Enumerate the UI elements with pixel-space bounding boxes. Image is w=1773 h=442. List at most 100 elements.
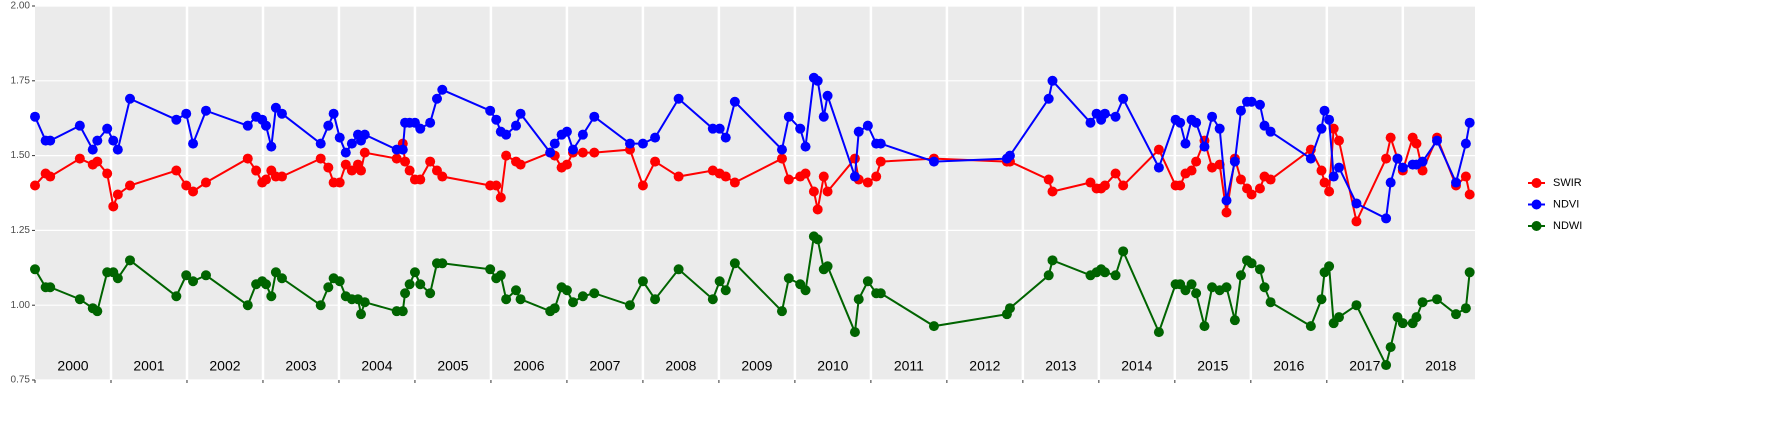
point: [1207, 111, 1218, 122]
point: [102, 123, 113, 134]
point: [1043, 93, 1054, 104]
point: [1432, 135, 1443, 146]
point: [437, 258, 448, 269]
point: [812, 204, 823, 215]
point: [928, 156, 939, 167]
point: [415, 279, 426, 290]
point: [515, 294, 526, 305]
point: [1229, 315, 1240, 326]
point: [1397, 318, 1408, 329]
point: [1191, 288, 1202, 299]
point: [1235, 174, 1246, 185]
point: [1085, 117, 1096, 128]
year-label: 2014: [1121, 358, 1152, 374]
point: [1351, 198, 1362, 209]
point: [673, 264, 684, 275]
point: [849, 171, 860, 182]
point: [1417, 156, 1428, 167]
year-label: 2015: [1197, 358, 1228, 374]
point: [45, 171, 56, 182]
point: [1153, 144, 1164, 155]
point: [495, 270, 506, 281]
point: [188, 276, 199, 287]
point: [515, 159, 526, 170]
point: [74, 153, 85, 164]
year-label: 2003: [285, 358, 316, 374]
year-label: 2009: [741, 358, 772, 374]
point: [1254, 264, 1265, 275]
point: [323, 282, 334, 293]
point: [501, 294, 512, 305]
point: [1316, 294, 1327, 305]
year-label: 2018: [1425, 358, 1456, 374]
point: [637, 180, 648, 191]
point: [188, 186, 199, 197]
point: [359, 297, 370, 308]
point: [1004, 303, 1015, 314]
point: [1099, 267, 1110, 278]
point: [397, 306, 408, 317]
point: [1175, 117, 1186, 128]
point: [1153, 327, 1164, 338]
point: [624, 300, 635, 311]
point: [1186, 279, 1197, 290]
point: [1381, 213, 1392, 224]
point: [391, 153, 402, 164]
point: [251, 165, 262, 176]
legend-label: NDWI: [1553, 220, 1582, 232]
point: [849, 327, 860, 338]
point: [400, 156, 411, 167]
point: [485, 105, 496, 116]
point: [515, 108, 526, 119]
point: [45, 282, 56, 293]
point: [30, 111, 40, 122]
point: [812, 234, 823, 245]
point: [849, 153, 860, 164]
point: [1351, 216, 1362, 227]
year-label: 2007: [589, 358, 620, 374]
point: [400, 288, 411, 299]
point: [171, 165, 182, 176]
point: [511, 285, 522, 296]
point: [1235, 105, 1246, 116]
point: [242, 153, 253, 164]
point: [266, 141, 277, 152]
point: [1324, 114, 1335, 125]
point: [1265, 174, 1276, 185]
point: [1207, 162, 1218, 173]
point: [589, 147, 600, 158]
point: [437, 171, 448, 182]
point: [74, 294, 85, 305]
point: [720, 285, 731, 296]
year-label: 2006: [513, 358, 544, 374]
point: [1153, 162, 1164, 173]
point: [795, 123, 806, 134]
point: [707, 123, 718, 134]
point: [425, 117, 436, 128]
point: [1043, 174, 1054, 185]
point: [200, 270, 211, 281]
point: [491, 114, 502, 125]
point: [928, 321, 939, 332]
year-label: 2005: [437, 358, 468, 374]
point: [124, 180, 135, 191]
point: [577, 291, 588, 302]
point: [323, 162, 334, 173]
point: [501, 129, 512, 140]
point: [776, 144, 787, 155]
point: [1004, 150, 1015, 161]
point: [1246, 189, 1257, 200]
point: [242, 300, 253, 311]
point: [589, 111, 600, 122]
point: [102, 168, 113, 179]
point: [1333, 162, 1344, 173]
point: [1221, 207, 1232, 218]
point: [1397, 162, 1408, 173]
point: [1175, 180, 1186, 191]
year-label: 2000: [57, 358, 88, 374]
point: [92, 156, 103, 167]
point: [323, 120, 334, 131]
point: [783, 174, 794, 185]
point: [200, 177, 211, 188]
point: [30, 180, 40, 191]
